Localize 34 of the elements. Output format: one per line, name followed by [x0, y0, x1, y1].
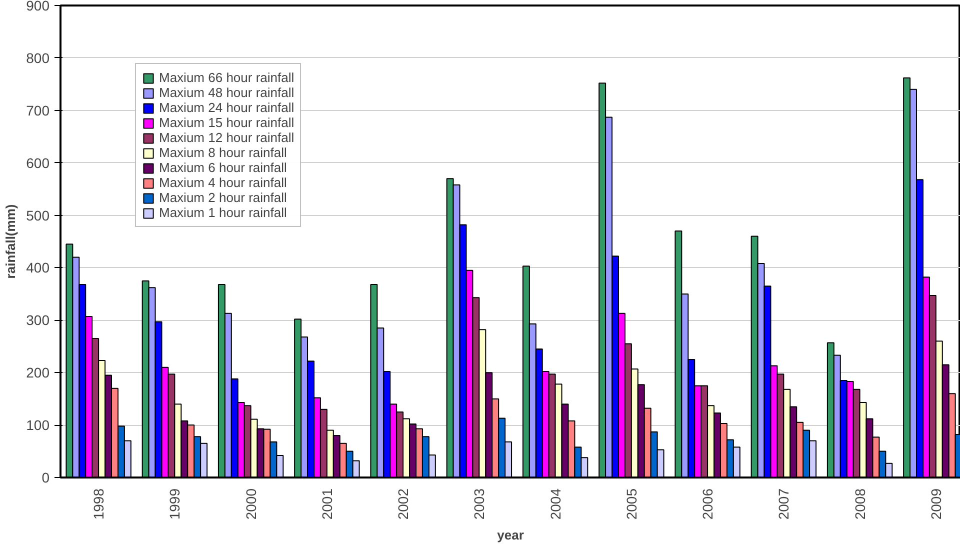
x-tick-label: 2000 [242, 488, 259, 520]
legend-label: Maxium 4 hour rainfall [159, 175, 287, 190]
x-tick-label: 2007 [776, 488, 792, 520]
y-tick-label: 0 [42, 470, 50, 486]
x-tick-label: 1999 [166, 488, 183, 520]
y-tick-label: 500 [26, 207, 50, 224]
y-tick-label: 400 [26, 260, 50, 276]
legend-label: Maxium 6 hour rainfall [159, 160, 287, 175]
x-tick-label: 2008 [852, 488, 868, 520]
x-tick-label: 1998 [90, 488, 107, 520]
legend-label: Maxium 1 hour rainfall [159, 205, 287, 220]
legend-label: Maxium 24 hour rainfall [159, 100, 294, 115]
x-tick-label: 2006 [700, 488, 716, 520]
y-tick-label: 700 [26, 102, 50, 118]
legend-label: Maxium 48 hour rainfall [159, 85, 294, 100]
y-tick-label: 900 [26, 0, 50, 14]
legend-label: Maxium 15 hour rainfall [159, 115, 294, 130]
y-axis-title: rainfall(mm) [3, 204, 18, 279]
x-tick-label: 2002 [395, 488, 412, 520]
y-tick-label: 200 [26, 364, 50, 381]
x-tick-label: 2004 [547, 488, 564, 520]
legend-label: Maxium 8 hour rainfall [159, 145, 287, 160]
legend-label: Maxium 2 hour rainfall [159, 190, 287, 205]
x-axis-title: year [497, 528, 524, 543]
legend-label: Maxium 12 hour rainfall [159, 130, 294, 145]
x-tick-label: 2009 [928, 488, 944, 520]
y-tick-label: 100 [26, 417, 50, 434]
x-tick-label: 2003 [471, 488, 488, 520]
x-tick-label: 2001 [318, 488, 335, 520]
x-tick-label: 2005 [623, 488, 640, 520]
y-tick-label: 800 [26, 50, 50, 66]
y-tick-label: 300 [26, 312, 50, 328]
legend-label: Maxium 66 hour rainfall [159, 70, 294, 85]
y-tick-label: 600 [26, 154, 50, 171]
